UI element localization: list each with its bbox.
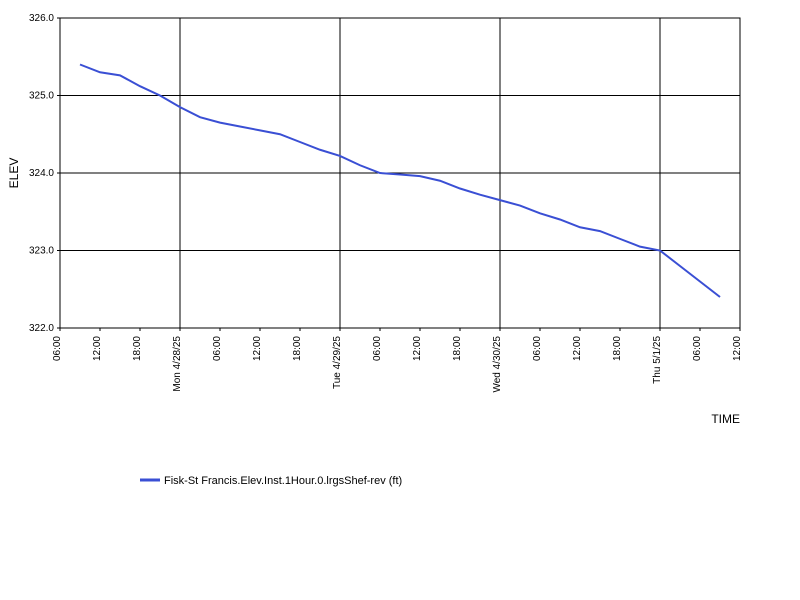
y-tick-labels: 322.0 323.0 324.0 325.0 326.0 bbox=[29, 13, 60, 334]
x-axis-label: TIME bbox=[711, 412, 740, 426]
x-tick-label: 12:00 bbox=[92, 336, 103, 361]
y-tick-label: 324.0 bbox=[29, 168, 54, 179]
x-tick-label: 12:00 bbox=[412, 336, 423, 361]
x-tick-label: 18:00 bbox=[292, 336, 303, 361]
x-tick-label: 18:00 bbox=[132, 336, 143, 361]
y-tick-label: 322.0 bbox=[29, 323, 54, 334]
y-tick-label: 325.0 bbox=[29, 91, 54, 102]
legend-label: Fisk-St Francis.Elev.Inst.1Hour.0.lrgsSh… bbox=[164, 475, 402, 487]
x-tick-label: Mon 4/28/25 bbox=[172, 336, 183, 392]
x-tick-label: Wed 4/30/25 bbox=[492, 336, 503, 393]
x-tick-label: 06:00 bbox=[212, 336, 223, 361]
x-tick-label: 06:00 bbox=[52, 336, 63, 361]
y-axis-label: ELEV bbox=[7, 158, 21, 189]
x-tick-label: 12:00 bbox=[252, 336, 263, 361]
legend: Fisk-St Francis.Elev.Inst.1Hour.0.lrgsSh… bbox=[140, 475, 402, 487]
x-tick-label: 06:00 bbox=[692, 336, 703, 361]
x-tick-label: 06:00 bbox=[372, 336, 383, 361]
x-tick-label: 06:00 bbox=[532, 336, 543, 361]
x-tick-label: 18:00 bbox=[612, 336, 623, 361]
x-tick-label: 12:00 bbox=[732, 336, 743, 361]
y-tick-label: 323.0 bbox=[29, 246, 54, 257]
x-tick-label: 12:00 bbox=[572, 336, 583, 361]
x-tick-labels: 06:00 12:00 18:00 Mon 4/28/25 06:00 12:00 18:0… bbox=[52, 328, 743, 393]
x-tick-label: 18:00 bbox=[452, 336, 463, 361]
chart-svg: 322.0 323.0 324.0 325.0 326.0 06:00 12:00 18:0… bbox=[0, 0, 800, 600]
x-tick-label: Tue 4/29/25 bbox=[332, 336, 343, 389]
x-tick-label: Thu 5/1/25 bbox=[652, 336, 663, 384]
chart-container: 322.0 323.0 324.0 325.0 326.0 06:00 12:00 18:0… bbox=[0, 0, 800, 600]
y-tick-label: 326.0 bbox=[29, 13, 54, 24]
